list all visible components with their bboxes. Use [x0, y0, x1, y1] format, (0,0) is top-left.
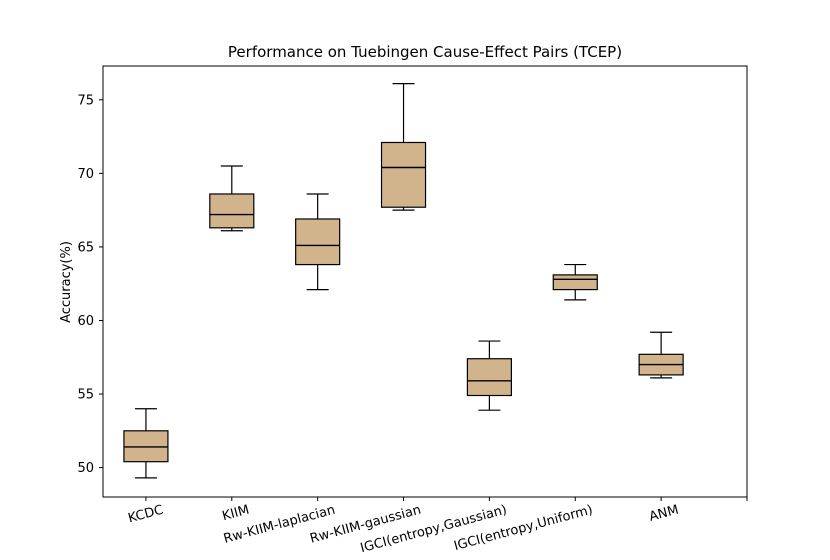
plot-frame — [102, 65, 748, 498]
box — [552, 274, 598, 291]
box — [123, 430, 169, 463]
y-tick-label: 65 — [77, 240, 94, 255]
x-tick-label: KIIM — [221, 503, 251, 525]
chart-title: Performance on Tuebingen Cause-Effect Pa… — [228, 43, 622, 61]
x-tick-label: ANM — [648, 503, 681, 525]
y-tick-label: 50 — [77, 461, 94, 476]
y-tick-label: 60 — [77, 314, 94, 329]
box — [209, 193, 255, 229]
box — [380, 141, 427, 208]
y-tick-label: 75 — [77, 93, 94, 108]
y-tick-label: 70 — [77, 167, 94, 182]
box — [466, 358, 512, 397]
y-tick-label: 55 — [77, 388, 94, 403]
x-tick-label: IGCI(entropy,Gaussian) — [359, 503, 509, 557]
y-axis-label: Accuracy(%) — [59, 241, 74, 323]
box — [295, 218, 341, 266]
x-tick-label: KCDC — [126, 503, 165, 527]
